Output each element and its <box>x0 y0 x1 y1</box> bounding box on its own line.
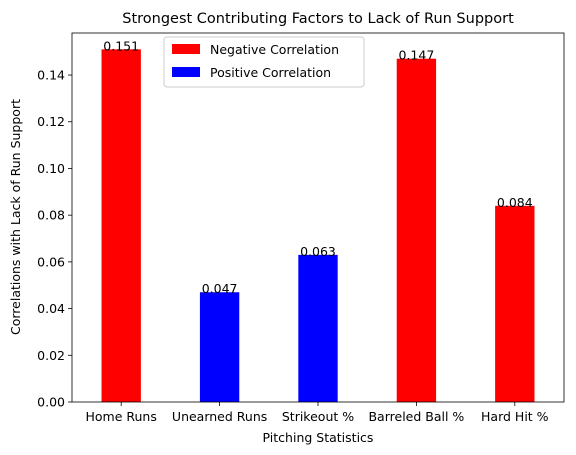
x-tick-label-3: Barreled Ball % <box>368 409 464 424</box>
legend-label-negative: Negative Correlation <box>210 42 339 57</box>
bar-3 <box>396 58 437 402</box>
legend-label-positive: Positive Correlation <box>210 65 331 80</box>
y-tick-label-3: 0.06 <box>37 254 65 269</box>
legend-swatch-positive <box>172 67 200 77</box>
x-tick-label-4: Hard Hit % <box>481 409 549 424</box>
data-label-1: 0.047 <box>202 281 238 296</box>
x-tick-label-0: Home Runs <box>86 409 157 424</box>
legend-frame <box>163 36 365 88</box>
y-tick-label-1: 0.02 <box>37 348 65 363</box>
bar-1 <box>199 292 240 402</box>
bar-0 <box>101 49 141 402</box>
y-tick-label-5: 0.10 <box>37 161 65 176</box>
plot-area: 0.151 0.047 0.063 0.147 0.084 0.00 0.02 0.04 0.0… <box>37 32 565 424</box>
y-tick-label-2: 0.04 <box>37 301 65 316</box>
chart-title: Strongest Contributing Factors to Lack o… <box>122 11 514 27</box>
y-tick-label-7: 0.14 <box>37 68 65 83</box>
x-tick-label-1: Unearned Runs <box>172 409 267 424</box>
data-label-2: 0.063 <box>300 244 336 259</box>
y-tick-label-4: 0.08 <box>37 208 65 223</box>
bar-4 <box>495 205 535 402</box>
bar-2 <box>298 254 338 402</box>
data-label-0: 0.151 <box>103 38 139 53</box>
y-tick-label-0: 0.00 <box>37 395 65 410</box>
y-tick-label-6: 0.12 <box>37 114 65 129</box>
x-tick-label-2: Strikeout % <box>282 409 354 424</box>
legend: Negative Correlation Positive Correlation <box>163 36 365 88</box>
x-axis-label: Pitching Statistics <box>263 430 374 445</box>
data-label-4: 0.084 <box>497 195 533 210</box>
y-axis-label: Correlations with Lack of Run Support <box>8 99 23 335</box>
legend-swatch-negative <box>172 44 200 54</box>
data-label-3: 0.147 <box>399 48 435 63</box>
